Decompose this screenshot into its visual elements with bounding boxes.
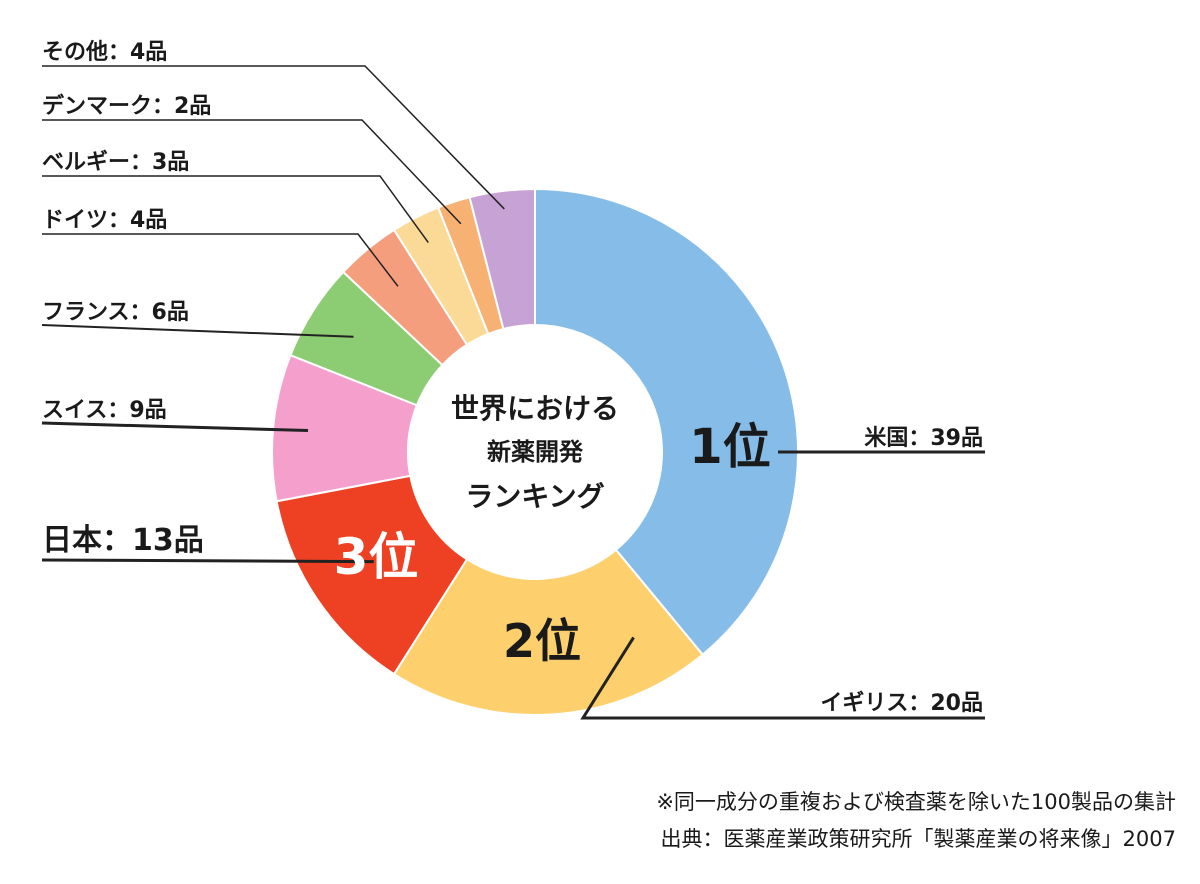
slice-label: ドイツ：4品 — [42, 208, 167, 233]
rank-label: 3位 — [334, 528, 419, 586]
leader-line — [41, 558, 374, 564]
center-title-line: 新薬開発 — [487, 438, 584, 466]
slice-label: イギリス：20品 — [820, 691, 983, 716]
footnote-aggregation: ※同一成分の重複および検査薬を除いた100製品の集計 — [656, 790, 1176, 814]
slice-label: その他：4品 — [42, 40, 167, 65]
slice-label: デンマーク：2品 — [42, 93, 211, 119]
slice-label: ベルギー：3品 — [42, 150, 189, 175]
rank-label: 1位 — [689, 419, 770, 475]
leader-line — [42, 233, 399, 287]
leader-line — [42, 65, 505, 210]
center-title-line: 世界における — [451, 392, 619, 425]
slice-label: スイス：9品 — [42, 398, 167, 423]
footnote-source: 出典：医薬産業政策研究所「製薬産業の将来像」2007 — [660, 827, 1176, 851]
leader-line — [580, 636, 985, 720]
slice-label: 米国：39品 — [864, 426, 983, 451]
leader-line — [41, 421, 309, 433]
leader-line — [42, 119, 462, 225]
leader-line — [41, 324, 354, 338]
leader-line — [42, 175, 429, 244]
slice-label: 日本：13品 — [42, 523, 204, 558]
rank-label: 2位 — [503, 614, 581, 668]
slice-label: フランス：6品 — [42, 300, 189, 325]
center-title-line: ランキング — [465, 480, 604, 513]
pie-slice — [392, 548, 705, 716]
pie-slice — [534, 187, 799, 657]
